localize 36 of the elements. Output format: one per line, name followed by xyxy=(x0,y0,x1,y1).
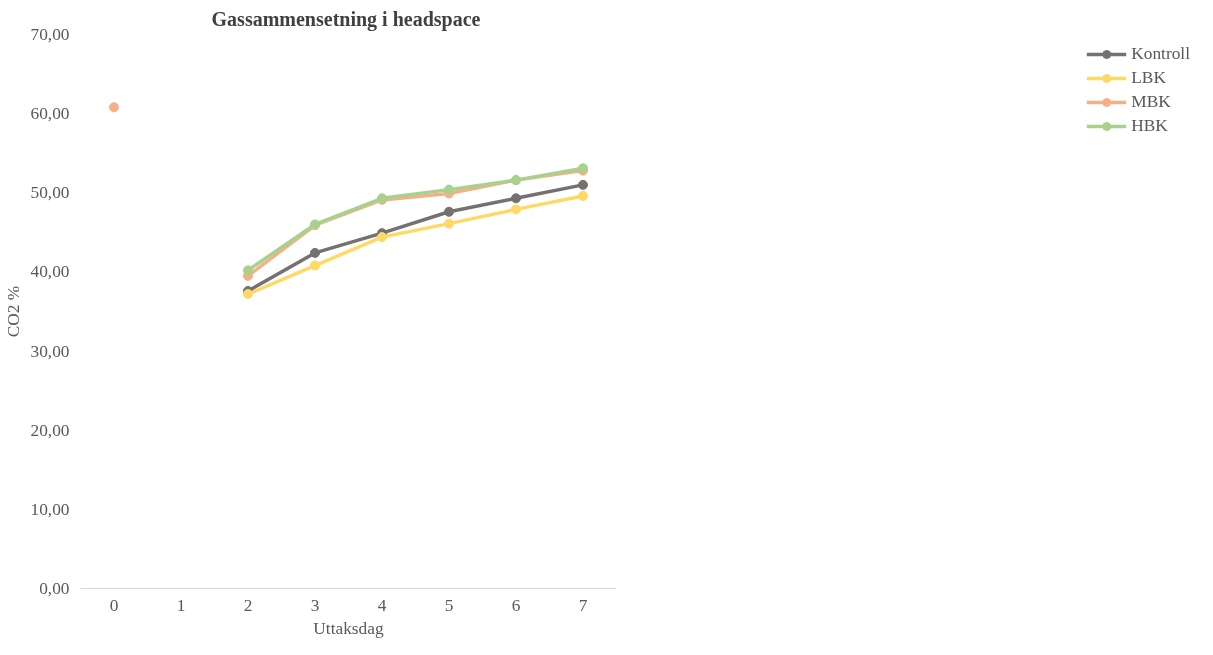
legend-label: MBK xyxy=(1131,92,1171,112)
y-tick-label: 0,00 xyxy=(39,579,70,598)
point xyxy=(578,179,588,190)
x-tick-label: 4 xyxy=(377,595,387,615)
point xyxy=(444,206,454,217)
point xyxy=(243,289,253,300)
x-axis-title: Uttaksdag xyxy=(313,618,384,638)
point xyxy=(444,184,454,195)
x-tick-label: 1 xyxy=(176,595,186,615)
y-tick-label: 60,00 xyxy=(30,104,70,124)
x-tick-label: 2 xyxy=(243,595,253,615)
legend-label: Kontroll xyxy=(1131,44,1190,64)
point xyxy=(511,193,521,204)
x-tick-label: 0 xyxy=(109,595,119,615)
legend-label: LBK xyxy=(1131,68,1166,88)
point xyxy=(578,190,588,201)
point xyxy=(511,204,521,215)
x-tick-label: 5 xyxy=(444,595,454,615)
point xyxy=(243,265,253,276)
y-tick-label: 30,00 xyxy=(30,341,70,361)
x-tick-label: 3 xyxy=(310,595,320,615)
point xyxy=(310,247,320,258)
y-tick-label: 40,00 xyxy=(30,262,70,282)
x-tick-label: 7 xyxy=(578,595,588,615)
x-tick-label: 6 xyxy=(511,595,521,615)
legend-label: HBK xyxy=(1131,116,1168,136)
y-tick-label: 50,00 xyxy=(30,183,70,203)
chart-title: Gassammensetning i headspace xyxy=(211,7,481,31)
y-axis-title: CO2 % xyxy=(3,285,23,338)
point xyxy=(444,218,454,229)
y-tick-label: 20,00 xyxy=(30,420,70,440)
point xyxy=(109,102,119,113)
point xyxy=(310,260,320,271)
point xyxy=(377,232,387,243)
y-tick-label: 10,00 xyxy=(30,499,70,519)
y-tick-label: 70,00 xyxy=(30,25,70,44)
